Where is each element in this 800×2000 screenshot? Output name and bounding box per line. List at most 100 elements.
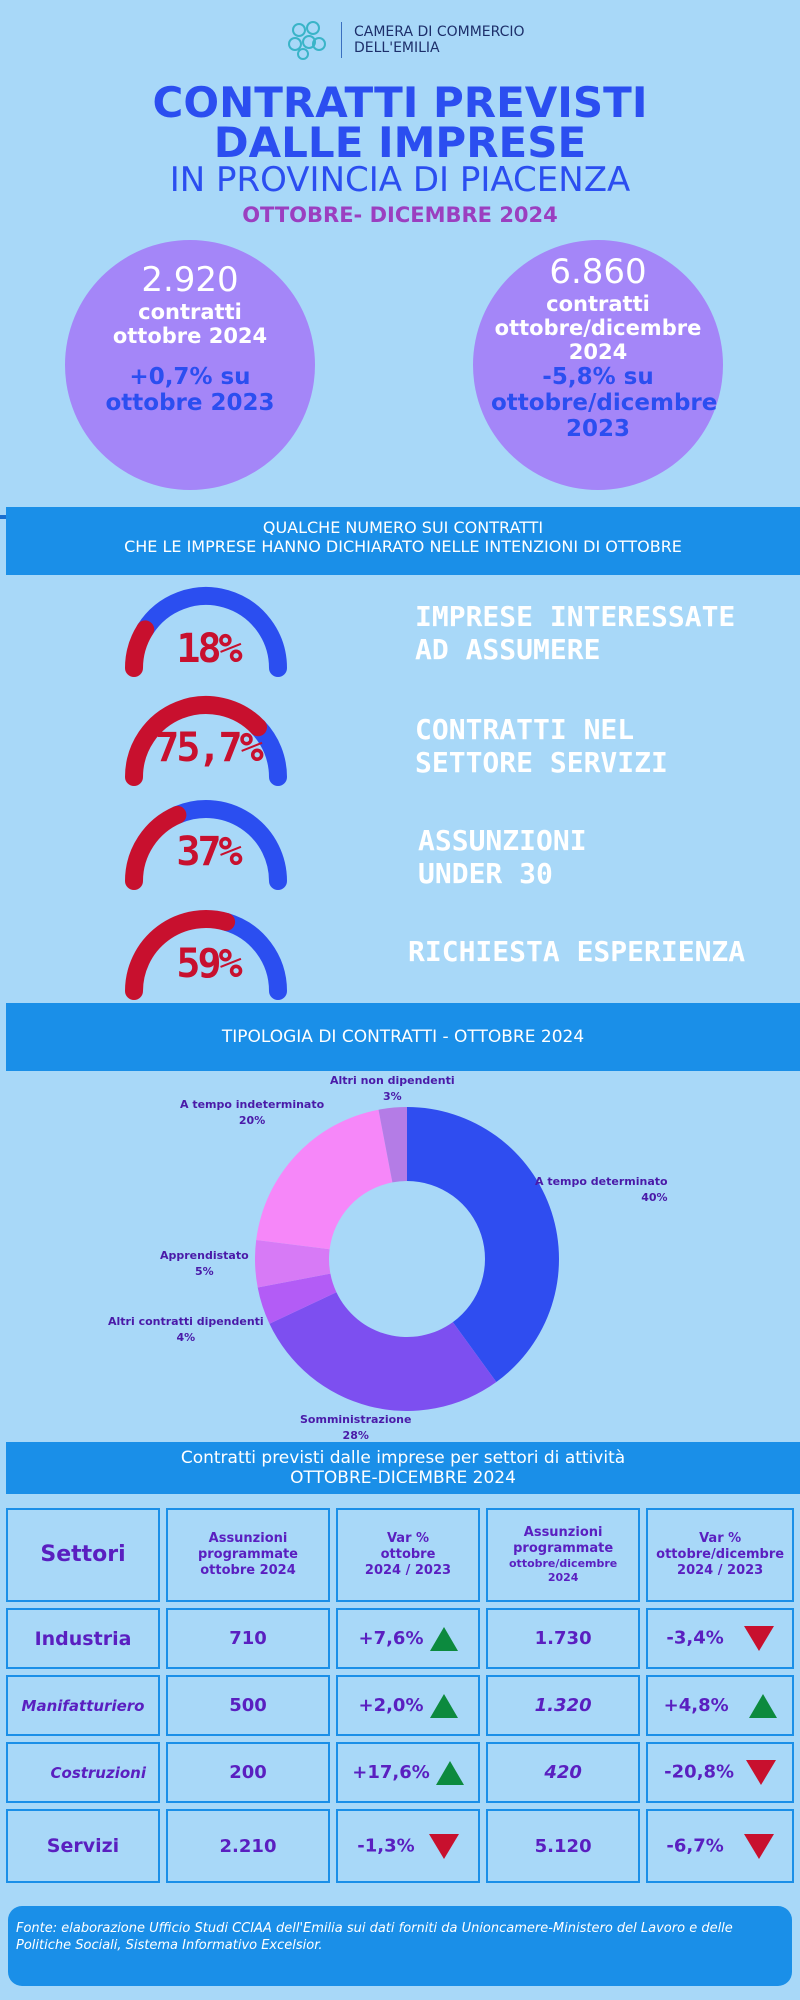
pie-label-determinato: A tempo determinato 40% [535, 1174, 668, 1206]
gauge-arc-filled [125, 620, 155, 677]
row-var-value: +17,6% [352, 1761, 430, 1783]
arrow-down-icon [746, 1760, 777, 1785]
gauge-arc-rest [217, 912, 287, 1000]
header-ass-line: ottobre/dicembre 2024 [509, 1557, 618, 1584]
logo: CAMERA DI COMMERCIO DELL'EMILIA [285, 18, 525, 62]
section-band-sectors: Contratti previsti dalle imprese per set… [6, 1442, 800, 1494]
gauge-esperienza: 59% [118, 905, 298, 1005]
row-var-ott-dic: -6,7% [646, 1809, 794, 1883]
row-ass-ott-dic: 1.320 [486, 1675, 641, 1736]
contract-type-donut-chart [255, 1107, 559, 1411]
row-var-ottobre: -1,3% [336, 1809, 480, 1883]
header-var-line: Var % [386, 1531, 430, 1546]
table-row: Industria 710 +7,6% 1.730 -3,4% [6, 1608, 794, 1669]
circle-label: contratti ottobre 2024 [112, 300, 268, 348]
row-settore: Servizi [6, 1809, 160, 1883]
header-var-ott-dic: Var % ottobre/dicembre 2024 / 2023 [646, 1508, 794, 1602]
gauge-label-under30: ASSUNZIONI UNDER 30 [418, 824, 587, 890]
circle-variation: -5,8% su ottobre/dicembre 2023 [491, 364, 718, 442]
row-ass-ottobre: 200 [166, 1742, 330, 1803]
pie-label-value: 5% [194, 1265, 214, 1278]
gauge-servizi: 75,7% [118, 691, 298, 791]
arrow-up-icon [429, 1693, 458, 1718]
gauge-arc-filled [125, 910, 236, 1000]
row-var-value: -6,7% [666, 1835, 724, 1856]
circle-number: 6.860 [549, 252, 647, 292]
circle-variation: +0,7% su ottobre 2023 [105, 364, 275, 416]
logo-line-2: DELL'EMILIA [354, 40, 440, 56]
row-var-ottobre: +2,0% [336, 1675, 480, 1736]
pie-label-value: 20% [238, 1114, 266, 1127]
arrow-up-icon [429, 1626, 458, 1651]
sectors-table: Settori Assunzioni programmate ottobre 2… [0, 1502, 800, 1889]
arrow-up-icon [748, 1693, 777, 1718]
band-accent [0, 515, 6, 519]
gauge-arc-filled [125, 696, 268, 786]
pie-label-name: Altri contratti dipendenti [108, 1315, 264, 1328]
table-row: Manifatturiero 500 +2,0% 1.320 +4,8% [6, 1675, 794, 1736]
title-period: OTTOBRE- DICEMBRE 2024 [242, 203, 558, 227]
gauge-arc [125, 800, 287, 890]
gauge-label-imprese: IMPRESE INTERESSATE AD ASSUMERE [415, 600, 735, 666]
pie-label-value: 28% [342, 1429, 369, 1442]
section-band-typology: TIPOLOGIA DI CONTRATTI - OTTOBRE 2024 [6, 1003, 800, 1071]
header-ass-line: Assunzioni programmate [513, 1525, 614, 1556]
gauge-arc [125, 910, 287, 1000]
title-line-2: DALLE IMPRESE [213, 118, 587, 167]
gauge-label-line-1: CONTRATTI NEL [415, 713, 635, 746]
arrow-down-icon [743, 1833, 774, 1859]
table-header-row: Settori Assunzioni programmate ottobre 2… [6, 1508, 794, 1602]
pie-label-name: Apprendistato [160, 1249, 249, 1262]
title-province: IN PROVINCIA DI PIACENZA [169, 160, 631, 200]
gauge-arc [125, 587, 287, 677]
gauge-label-line-2: AD ASSUMERE [415, 633, 601, 666]
row-ass-ott-dic: 1.730 [486, 1608, 641, 1669]
gauge-arc-rest [168, 800, 287, 890]
row-ass-ott-dic: 420 [486, 1742, 641, 1803]
gauge-label-servizi: CONTRATTI NEL SETTORE SERVIZI [415, 713, 668, 779]
band-line-2: CHE LE IMPRESE HANNO DICHIARATO NELLE IN… [124, 537, 682, 556]
pie-label-value: 4% [176, 1331, 196, 1344]
circle-number: 2.920 [141, 260, 239, 300]
arrow-down-icon [428, 1833, 459, 1859]
table-row: Servizi 2.210 -1,3% 5.120 -6,7% [6, 1809, 794, 1883]
header-settori: Settori [6, 1508, 160, 1602]
arrow-down-icon [743, 1626, 774, 1651]
row-var-value: -1,3% [357, 1835, 415, 1856]
pie-label-name: Altri non dipendenti [330, 1074, 455, 1087]
gauge-label-esperienza: RICHIESTA ESPERIENZA [408, 935, 745, 968]
row-var-ott-dic: +4,8% [646, 1675, 794, 1736]
row-var-ottobre: +17,6% [336, 1742, 480, 1803]
pie-label-name: A tempo indeterminato [180, 1098, 325, 1111]
band-line-1: Contratti previsti dalle imprese per set… [180, 1448, 626, 1468]
band-line-1: QUALCHE NUMERO SUI CONTRATTI [262, 518, 544, 537]
summary-circle-october: 2.920 contratti ottobre 2024 +0,7% su ot… [65, 240, 315, 490]
donut-slice-apprendistato [255, 1239, 331, 1288]
donut-slice-altri-contratti-dipendenti [257, 1273, 337, 1324]
gauge-label-line-2: UNDER 30 [418, 857, 553, 890]
gauge-arc-filled [125, 805, 187, 890]
donut-slice-altri-non-dipendenti [378, 1107, 407, 1183]
header-assunzioni-ottobre: Assunzioni programmate ottobre 2024 [166, 1508, 330, 1602]
table-row: Costruzioni 200 +17,6% 420 -20,8% [6, 1742, 794, 1803]
gauge-percent: 37% [176, 829, 242, 875]
header-var-line: ottobre/dicembre [656, 1547, 785, 1562]
donut-slice-a-tempo-indeterminato [256, 1109, 393, 1250]
row-var-value: +2,0% [358, 1694, 424, 1716]
header-var-line: ottobre [380, 1547, 436, 1562]
gauge-arc [125, 696, 287, 786]
gauge-imprese: 18% [118, 582, 298, 682]
pie-label-value: 3% [382, 1090, 402, 1103]
circle-label: contratti ottobre/dicembre 2024 [494, 292, 702, 364]
pie-label-apprendistato: Apprendistato 5% [160, 1248, 249, 1280]
gauge-label-line-1: IMPRESE INTERESSATE [415, 600, 736, 633]
gauge-label-line-1: RICHIESTA ESPERIENZA [408, 935, 746, 968]
pie-label-somministrazione: Somministrazione 28% [300, 1412, 411, 1444]
row-ass-ottobre: 710 [166, 1608, 330, 1669]
section-band-numbers: QUALCHE NUMERO SUI CONTRATTI CHE LE IMPR… [6, 507, 800, 575]
pie-label-name: Somministrazione [300, 1413, 412, 1426]
logo-line-1: CAMERA DI COMMERCIO [354, 24, 525, 40]
source-note: Fonte: elaborazione Ufficio Studi CCIAA … [8, 1906, 792, 1986]
gauge-percent: 18% [176, 626, 242, 672]
row-ass-ott-dic: 5.120 [486, 1809, 641, 1883]
